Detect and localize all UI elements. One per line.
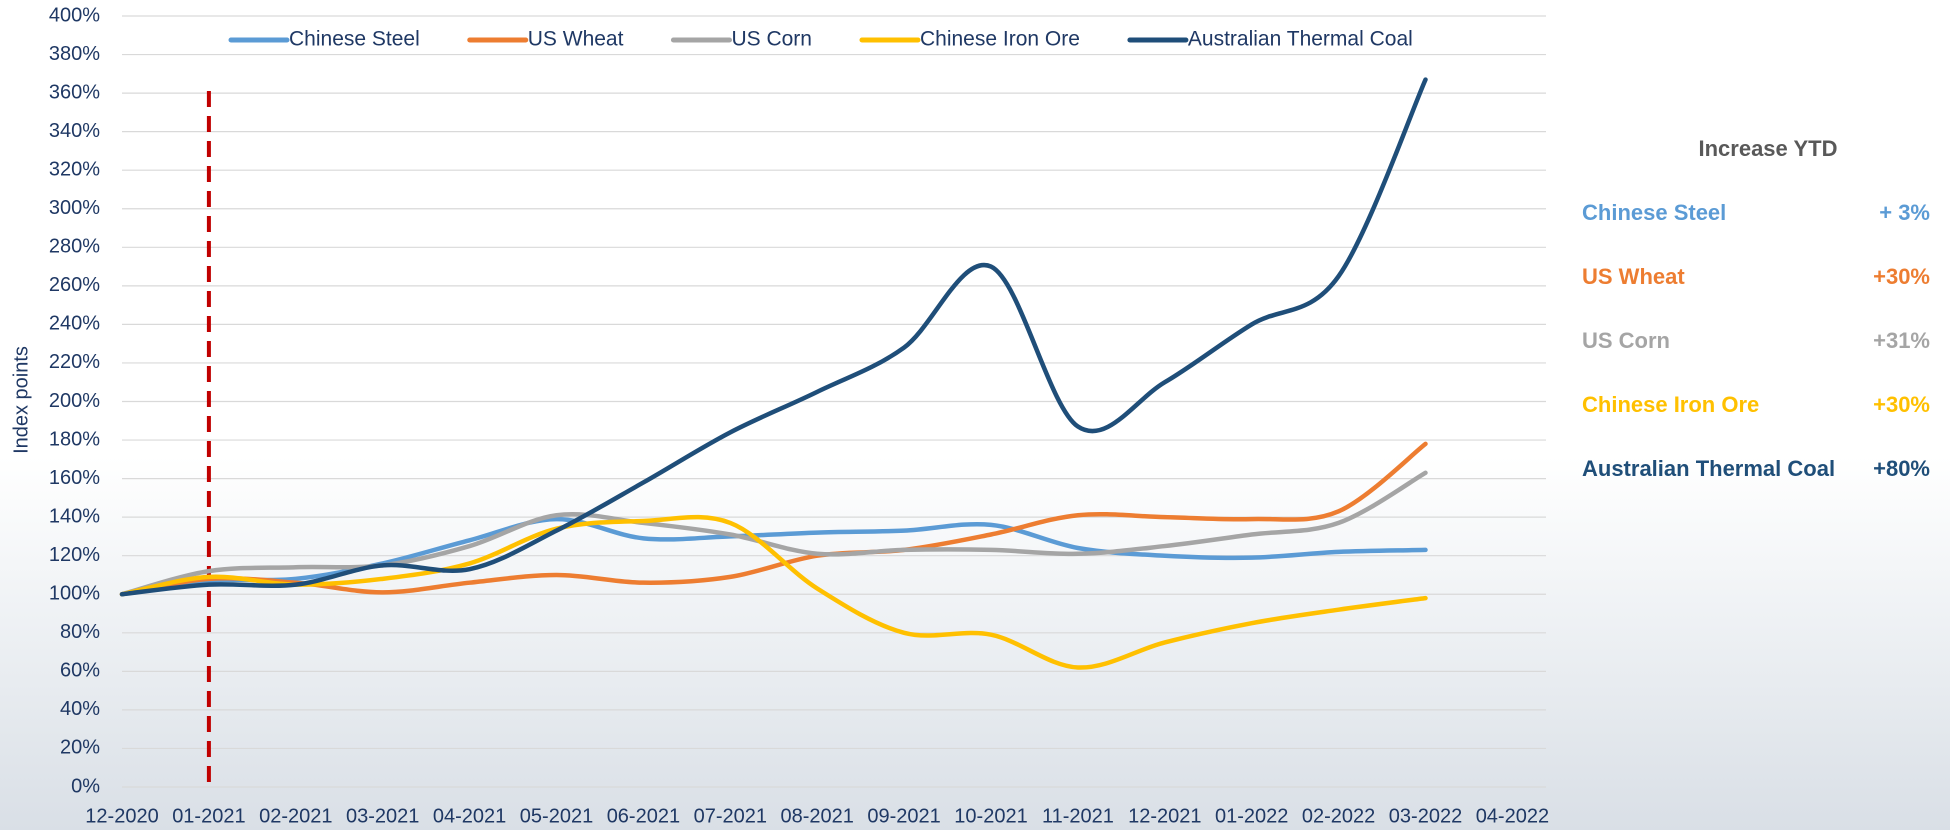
y-tick-label: 100% xyxy=(49,583,100,605)
y-tick-label: 80% xyxy=(60,621,100,643)
x-tick-label: 09-2021 xyxy=(867,805,940,827)
y-tick-label: 0% xyxy=(71,775,100,797)
y-tick-label: 120% xyxy=(49,544,100,566)
chart: Index points Increase YTD 0% 20% 40% 60% 80%… xyxy=(0,0,1950,830)
x-tick-label: 02-2022 xyxy=(1302,805,1375,827)
x-tick-label: 10-2021 xyxy=(954,805,1027,827)
ytd-title: Increase YTD xyxy=(1698,136,1837,161)
x-tick-label: 05-2021 xyxy=(520,805,593,827)
x-tick-label: 12-2021 xyxy=(1128,805,1201,827)
legend-label: US Corn xyxy=(731,28,812,51)
ytd-value: +30% xyxy=(1873,264,1930,289)
x-tick-label: 01-2021 xyxy=(172,805,245,827)
y-tick-label: 200% xyxy=(49,390,100,412)
y-tick-label: 300% xyxy=(49,197,100,219)
series-line xyxy=(122,444,1426,594)
y-tick-label: 400% xyxy=(49,4,100,26)
y-tick-label: 20% xyxy=(60,737,100,759)
y-tick-label: 260% xyxy=(49,274,100,296)
ytd-name: US Wheat xyxy=(1582,264,1685,289)
y-tick-label: 160% xyxy=(49,467,100,489)
y-tick-label: 360% xyxy=(49,81,100,103)
x-tick-label: 07-2021 xyxy=(694,805,767,827)
y-tick-label: 240% xyxy=(49,313,100,335)
y-tick-label: 60% xyxy=(60,660,100,682)
y-tick-label: 40% xyxy=(60,698,100,720)
x-tick-label: 01-2022 xyxy=(1215,805,1288,827)
ytd-value: +30% xyxy=(1873,392,1930,417)
y-tick-label: 380% xyxy=(49,43,100,65)
y-tick-label: 340% xyxy=(49,120,100,142)
x-tick-label: 06-2021 xyxy=(607,805,680,827)
ytd-name: US Corn xyxy=(1582,328,1670,353)
legend-label: US Wheat xyxy=(528,28,624,51)
ytd-name: Chinese Steel xyxy=(1582,200,1726,225)
y-tick-label: 280% xyxy=(49,236,100,258)
x-tick-label: 04-2022 xyxy=(1476,805,1549,827)
legend-label: Australian Thermal Coal xyxy=(1188,28,1413,51)
x-tick-label: 08-2021 xyxy=(780,805,853,827)
x-tick-label: 12-2020 xyxy=(85,805,158,827)
y-tick-label: 320% xyxy=(49,158,100,180)
y-tick-label: 180% xyxy=(49,428,100,450)
ytd-name: Australian Thermal Coal xyxy=(1582,456,1835,481)
x-tick-label: 02-2021 xyxy=(259,805,332,827)
y-tick-label: 140% xyxy=(49,505,100,527)
ytd-value: + 3% xyxy=(1879,200,1930,225)
legend-label: Chinese Iron Ore xyxy=(920,28,1080,51)
y-tick-label: 220% xyxy=(49,351,100,373)
ytd-value: +80% xyxy=(1873,456,1930,481)
x-tick-label: 04-2021 xyxy=(433,805,506,827)
ytd-value: +31% xyxy=(1873,328,1930,353)
x-tick-label: 03-2022 xyxy=(1389,805,1462,827)
legend-label: Chinese Steel xyxy=(289,28,420,51)
x-tick-label: 03-2021 xyxy=(346,805,419,827)
y-axis-label: Index points xyxy=(10,346,32,454)
x-tick-label: 11-2021 xyxy=(1042,805,1114,827)
ytd-name: Chinese Iron Ore xyxy=(1582,392,1759,417)
